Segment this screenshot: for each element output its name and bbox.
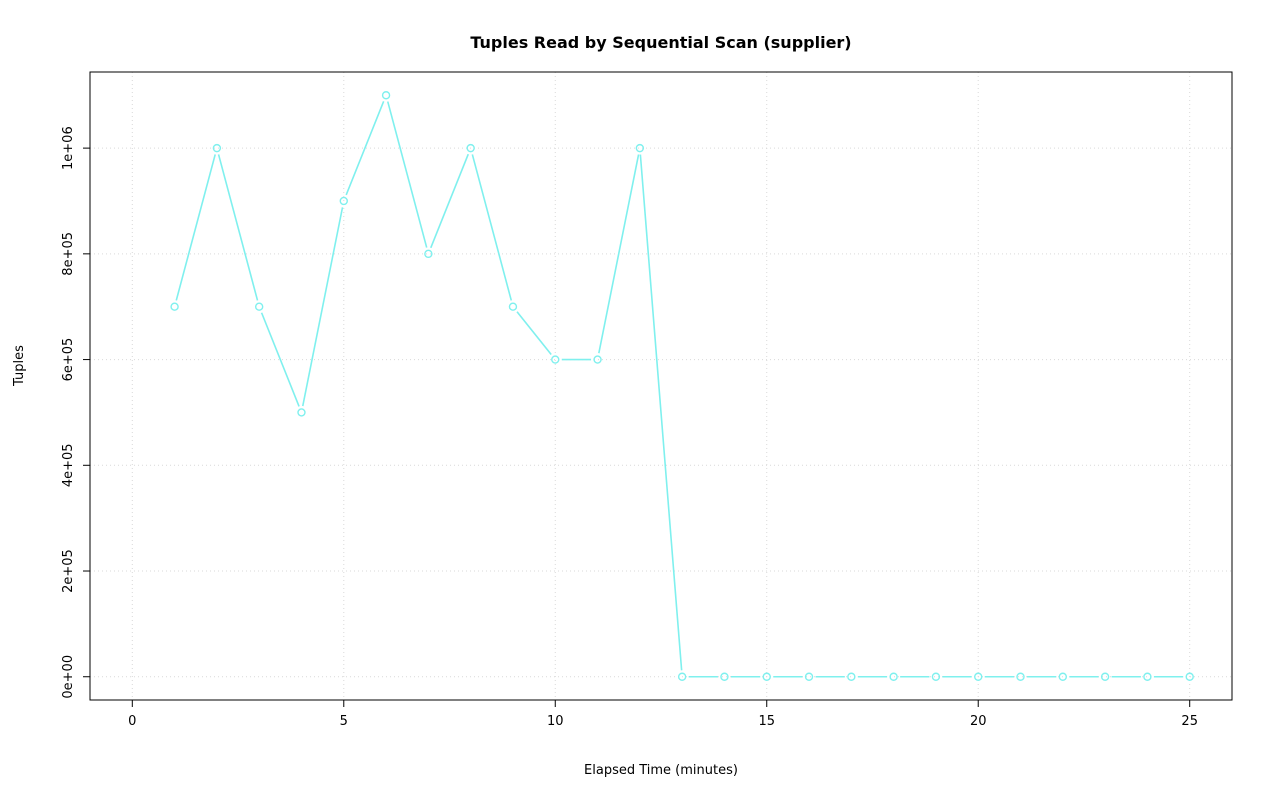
data-point-marker	[635, 143, 645, 153]
series-line-segment	[260, 312, 300, 407]
plot-border	[89, 71, 1233, 701]
data-point-marker	[889, 672, 898, 681]
y-tick-label: 4e+05	[61, 443, 76, 487]
data-point-marker	[762, 672, 771, 681]
data-point-marker	[804, 672, 814, 681]
data-point-marker	[508, 302, 518, 311]
data-point-marker	[254, 302, 264, 311]
data-point-marker	[339, 196, 348, 206]
x-tick-label: 20	[970, 714, 987, 729]
data-point-marker	[424, 249, 433, 259]
data-point-marker	[931, 672, 941, 681]
data-point-marker	[551, 355, 560, 364]
y-tick-label: 1e+06	[61, 126, 76, 170]
data-point-marker	[1185, 672, 1194, 681]
series-line-segment	[471, 154, 513, 301]
data-point-marker	[381, 91, 391, 100]
x-tick-label: 25	[1181, 714, 1198, 729]
series-line-segment	[175, 154, 216, 301]
y-tick-label: 8e+05	[61, 232, 76, 276]
data-point-marker	[297, 408, 306, 417]
series-line-segment	[516, 311, 552, 355]
x-tick-label: 5	[340, 714, 348, 729]
series-line-segment	[598, 154, 640, 354]
data-point-marker	[1016, 672, 1025, 681]
data-point-marker	[1143, 672, 1152, 681]
data-point-marker	[720, 672, 729, 681]
y-tick-label: 6e+05	[61, 338, 76, 382]
data-point-marker	[593, 355, 602, 364]
data-point-marker	[847, 672, 856, 681]
data-point-marker	[212, 143, 222, 153]
y-tick-label: 0e+00	[61, 655, 76, 699]
x-tick-label: 10	[547, 714, 564, 729]
series-line-segment	[217, 154, 259, 301]
data-point-marker	[466, 143, 475, 153]
data-point-marker	[170, 302, 179, 311]
x-axis-label: Elapsed Time (minutes)	[584, 763, 738, 778]
y-tick-label: 2e+05	[61, 549, 76, 593]
series-line-segment	[345, 100, 385, 196]
series-line-segment	[386, 101, 428, 248]
data-point-marker	[1100, 672, 1110, 681]
series-line-segment	[639, 154, 683, 671]
series-line-segment	[301, 207, 344, 407]
x-tick-label: 15	[758, 714, 775, 729]
chart-title: Tuples Read by Sequential Scan (supplier…	[470, 33, 852, 52]
x-tick-label: 0	[128, 714, 136, 729]
data-point-marker	[974, 672, 983, 681]
series-line-segment	[430, 153, 469, 249]
data-point-marker	[1058, 672, 1068, 681]
data-point-marker	[677, 672, 687, 681]
